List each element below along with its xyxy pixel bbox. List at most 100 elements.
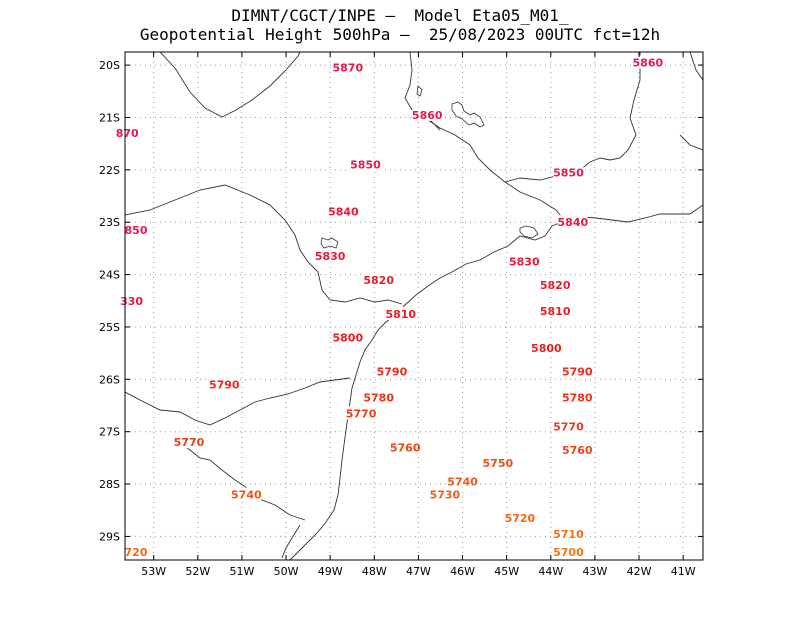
contour-label: 5810 bbox=[540, 305, 571, 318]
x-tick-label: 47W bbox=[406, 565, 431, 578]
map-title-line1: DIMNT/CGCT/INPE – Model Eta05_M01_ bbox=[231, 6, 569, 25]
contour-label-bg bbox=[562, 364, 593, 378]
contour-label: 5810 bbox=[385, 308, 416, 321]
contour-label: 5860 bbox=[412, 109, 443, 122]
x-tick-label: 46W bbox=[450, 565, 475, 578]
x-tick-label: 48W bbox=[362, 565, 387, 578]
x-tick-label: 44W bbox=[538, 565, 563, 578]
x-tick-label: 42W bbox=[627, 565, 652, 578]
contour-label-bg bbox=[562, 443, 593, 457]
contour-label: 5840 bbox=[328, 206, 359, 219]
contour-label-bg bbox=[557, 215, 588, 229]
contour-label: 5870 bbox=[333, 62, 364, 75]
contour-label: 5800 bbox=[531, 342, 562, 355]
x-tick-label: 51W bbox=[229, 565, 254, 578]
contour-label: 5790 bbox=[209, 379, 240, 392]
contour-label-bg bbox=[125, 223, 148, 237]
y-tick-label: 28S bbox=[99, 478, 120, 491]
contour-label-bg bbox=[540, 304, 571, 318]
contour-label: 5760 bbox=[390, 441, 421, 454]
y-tick-label: 25S bbox=[99, 321, 120, 334]
contour-label: 720 bbox=[125, 546, 148, 559]
lake-outline bbox=[416, 85, 423, 97]
contour-label: 5720 bbox=[505, 512, 536, 525]
x-tick-label: 41W bbox=[671, 565, 696, 578]
contour-label-bg bbox=[385, 306, 416, 320]
y-tick-label: 21S bbox=[99, 111, 120, 124]
contour-label: 5730 bbox=[430, 489, 461, 502]
contour-label-bg bbox=[562, 390, 593, 404]
contour-label-bg bbox=[531, 340, 562, 354]
y-tick-label: 29S bbox=[99, 530, 120, 543]
contour-label-bg bbox=[173, 435, 204, 449]
contour-label: 5780 bbox=[562, 392, 593, 405]
contour-label: 5840 bbox=[558, 216, 589, 229]
coastline-segment bbox=[504, 181, 566, 222]
contour-label-bg bbox=[553, 545, 584, 559]
x-tick-label: 53W bbox=[141, 565, 166, 578]
y-tick-label: 23S bbox=[99, 216, 120, 229]
contour-label: 5850 bbox=[350, 159, 381, 172]
y-tick-label: 27S bbox=[99, 426, 120, 439]
contour-label-bg bbox=[332, 330, 363, 344]
y-tick-label: 26S bbox=[99, 373, 120, 386]
contour-label: 330 bbox=[120, 295, 143, 308]
contour-label-bg bbox=[125, 545, 148, 559]
contour-label-bg bbox=[504, 511, 535, 525]
contour-label: 5700 bbox=[553, 546, 584, 559]
coastline-segment bbox=[281, 524, 301, 559]
contour-label: 850 bbox=[125, 224, 148, 237]
contour-label-bg bbox=[632, 55, 663, 69]
y-tick-label: 24S bbox=[99, 269, 120, 282]
contour-label-bg bbox=[553, 419, 584, 433]
x-tick-label: 49W bbox=[318, 565, 343, 578]
contour-label: 5830 bbox=[509, 255, 540, 268]
contour-label-bg bbox=[482, 456, 513, 470]
coastline-segment bbox=[125, 377, 351, 426]
coastline-segment bbox=[289, 204, 703, 560]
map-title-line2: Geopotential Height 500hPa – 25/08/2023 … bbox=[139, 25, 661, 44]
coastline-segment bbox=[125, 184, 403, 305]
contour-label: 5740 bbox=[447, 475, 478, 488]
contour-label: 5790 bbox=[562, 365, 593, 378]
contour-label-bg bbox=[363, 390, 394, 404]
contour-label-bg bbox=[412, 107, 443, 121]
contour-label-bg bbox=[363, 272, 394, 286]
lat-lon-grid bbox=[125, 52, 703, 560]
lake-outline bbox=[519, 225, 539, 239]
contour-label: 5750 bbox=[483, 457, 514, 470]
contour-label: 5850 bbox=[553, 166, 584, 179]
y-tick-label: 22S bbox=[99, 164, 120, 177]
contour-label-bg bbox=[315, 249, 346, 263]
contour-label: 5780 bbox=[363, 392, 394, 405]
coastline-segment bbox=[174, 439, 306, 521]
contour-label-bg bbox=[553, 165, 584, 179]
contour-label: 5760 bbox=[562, 444, 593, 457]
lake-outline bbox=[320, 237, 339, 249]
contour-label: 5770 bbox=[174, 436, 205, 449]
contour-label-bg bbox=[120, 293, 143, 307]
contour-label: 5770 bbox=[346, 407, 377, 420]
contour-label-bg bbox=[116, 126, 139, 140]
coastline bbox=[125, 52, 703, 560]
contour-label-bg bbox=[231, 487, 262, 501]
contour-label-bg bbox=[328, 204, 359, 218]
contour-label: 5860 bbox=[633, 56, 664, 69]
x-tick-label: 52W bbox=[185, 565, 210, 578]
contour-label-bg bbox=[350, 157, 381, 171]
axes: 53W 52W 51W 50W 49W 48W 47W 46W 45W 44W 43W 42W 41W 2… bbox=[99, 52, 703, 578]
contour-label: 5740 bbox=[231, 489, 262, 502]
contour-label: 5790 bbox=[377, 365, 408, 378]
contour-label-bg bbox=[332, 60, 363, 74]
x-tick-label: 43W bbox=[582, 565, 607, 578]
contour-label-bg bbox=[209, 377, 240, 391]
contour-label: 5830 bbox=[315, 250, 346, 263]
coastline-segment bbox=[504, 52, 641, 183]
lake-outline bbox=[451, 101, 485, 128]
contour-label-bg bbox=[509, 254, 540, 268]
coastline-segment bbox=[159, 52, 301, 118]
coastline-segment bbox=[689, 52, 703, 81]
plot-frame bbox=[124, 51, 704, 561]
